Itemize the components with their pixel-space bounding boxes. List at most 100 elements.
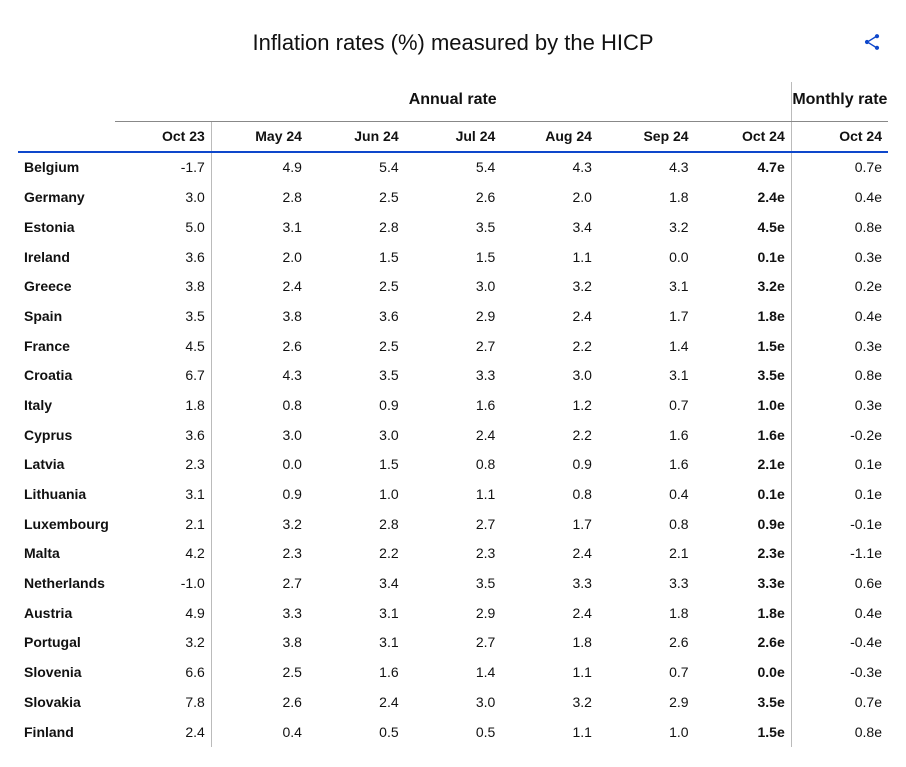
value-cell: 2.6 [598, 628, 695, 658]
value-cell: 1.6 [598, 421, 695, 451]
value-cell: 0.2e [791, 272, 888, 302]
value-cell: 3.3 [598, 569, 695, 599]
country-cell: Malta [18, 539, 115, 569]
table-row: Germany3.02.82.52.62.01.82.4e0.4e [18, 183, 888, 213]
value-cell: 0.8 [501, 480, 598, 510]
value-cell: 0.0 [598, 243, 695, 273]
value-cell: 4.3 [598, 152, 695, 183]
table-row: Italy1.80.80.91.61.20.71.0e0.3e [18, 391, 888, 421]
value-cell: 1.2 [501, 391, 598, 421]
value-cell: 0.8e [791, 718, 888, 748]
value-cell: 3.4 [308, 569, 405, 599]
value-cell: 0.7 [598, 391, 695, 421]
value-cell: 2.1 [598, 539, 695, 569]
country-cell: Estonia [18, 213, 115, 243]
value-cell: 3.0 [405, 272, 502, 302]
value-cell: 5.4 [308, 152, 405, 183]
value-cell: 0.8 [405, 450, 502, 480]
value-cell: 2.0 [211, 243, 308, 273]
value-cell: 6.6 [115, 658, 212, 688]
value-cell: 0.4e [791, 183, 888, 213]
value-cell: -0.3e [791, 658, 888, 688]
col-header: Oct 24 [791, 121, 888, 152]
value-cell: 4.9 [211, 152, 308, 183]
value-cell: 5.4 [405, 152, 502, 183]
country-cell: Belgium [18, 152, 115, 183]
country-cell: Spain [18, 302, 115, 332]
value-cell: 2.3 [115, 450, 212, 480]
table-row: Croatia6.74.33.53.33.03.13.5e0.8e [18, 361, 888, 391]
country-cell: Germany [18, 183, 115, 213]
value-cell: 2.5 [308, 272, 405, 302]
country-cell: Italy [18, 391, 115, 421]
value-cell: 1.6 [405, 391, 502, 421]
value-cell: 0.5 [405, 718, 502, 748]
country-cell: France [18, 332, 115, 362]
value-cell: 2.6e [695, 628, 792, 658]
value-cell: 4.5e [695, 213, 792, 243]
country-cell: Croatia [18, 361, 115, 391]
table-row: France4.52.62.52.72.21.41.5e0.3e [18, 332, 888, 362]
value-cell: 4.5 [115, 332, 212, 362]
value-cell: -1.1e [791, 539, 888, 569]
col-header: Oct 23 [115, 121, 212, 152]
value-cell: 0.1e [791, 450, 888, 480]
table-row: Estonia5.03.12.83.53.43.24.5e0.8e [18, 213, 888, 243]
value-cell: 3.2 [598, 213, 695, 243]
value-cell: 0.1e [695, 480, 792, 510]
value-cell: 3.2 [501, 688, 598, 718]
value-cell: 4.9 [115, 599, 212, 629]
value-cell: 0.4e [791, 599, 888, 629]
value-cell: 0.7e [791, 688, 888, 718]
country-cell: Netherlands [18, 569, 115, 599]
value-cell: 3.3 [211, 599, 308, 629]
value-cell: 1.8 [598, 183, 695, 213]
value-cell: 2.6 [211, 332, 308, 362]
col-header-country [18, 121, 115, 152]
value-cell: 3.0 [308, 421, 405, 451]
value-cell: 1.7 [598, 302, 695, 332]
value-cell: 1.7 [501, 510, 598, 540]
value-cell: 0.3e [791, 391, 888, 421]
value-cell: 2.4 [501, 302, 598, 332]
table-row: Netherlands-1.02.73.43.53.33.33.3e0.6e [18, 569, 888, 599]
value-cell: 3.8 [115, 272, 212, 302]
value-cell: 0.6e [791, 569, 888, 599]
table-row: Ireland3.62.01.51.51.10.00.1e0.3e [18, 243, 888, 273]
value-cell: 3.0 [211, 421, 308, 451]
value-cell: 0.4 [211, 718, 308, 748]
value-cell: 3.5 [405, 213, 502, 243]
table-row: Lithuania3.10.91.01.10.80.40.1e0.1e [18, 480, 888, 510]
value-cell: 3.5 [308, 361, 405, 391]
value-cell: 2.5 [211, 658, 308, 688]
table-row: Spain3.53.83.62.92.41.71.8e0.4e [18, 302, 888, 332]
table-row: Luxembourg2.13.22.82.71.70.80.9e-0.1e [18, 510, 888, 540]
value-cell: 1.6e [695, 421, 792, 451]
value-cell: 3.2 [501, 272, 598, 302]
col-header: Sep 24 [598, 121, 695, 152]
value-cell: 1.4 [405, 658, 502, 688]
country-cell: Slovenia [18, 658, 115, 688]
col-header: Aug 24 [501, 121, 598, 152]
value-cell: 3.0 [501, 361, 598, 391]
share-icon[interactable] [862, 32, 882, 55]
value-cell: 3.5 [115, 302, 212, 332]
value-cell: 2.5 [308, 332, 405, 362]
value-cell: 1.1 [501, 243, 598, 273]
country-cell: Finland [18, 718, 115, 748]
table-row: Belgium-1.74.95.45.44.34.34.7e0.7e [18, 152, 888, 183]
country-cell: Cyprus [18, 421, 115, 451]
value-cell: 2.4 [501, 539, 598, 569]
value-cell: 7.8 [115, 688, 212, 718]
value-cell: 2.4 [405, 421, 502, 451]
value-cell: 2.6 [405, 183, 502, 213]
value-cell: 2.4 [211, 272, 308, 302]
value-cell: 2.8 [308, 510, 405, 540]
title-row: Inflation rates (%) measured by the HICP [18, 30, 888, 56]
value-cell: 3.0 [115, 183, 212, 213]
group-header-annual: Annual rate [115, 82, 792, 121]
value-cell: 3.6 [115, 421, 212, 451]
value-cell: 0.7e [791, 152, 888, 183]
table-row: Greece3.82.42.53.03.23.13.2e0.2e [18, 272, 888, 302]
value-cell: -1.7 [115, 152, 212, 183]
